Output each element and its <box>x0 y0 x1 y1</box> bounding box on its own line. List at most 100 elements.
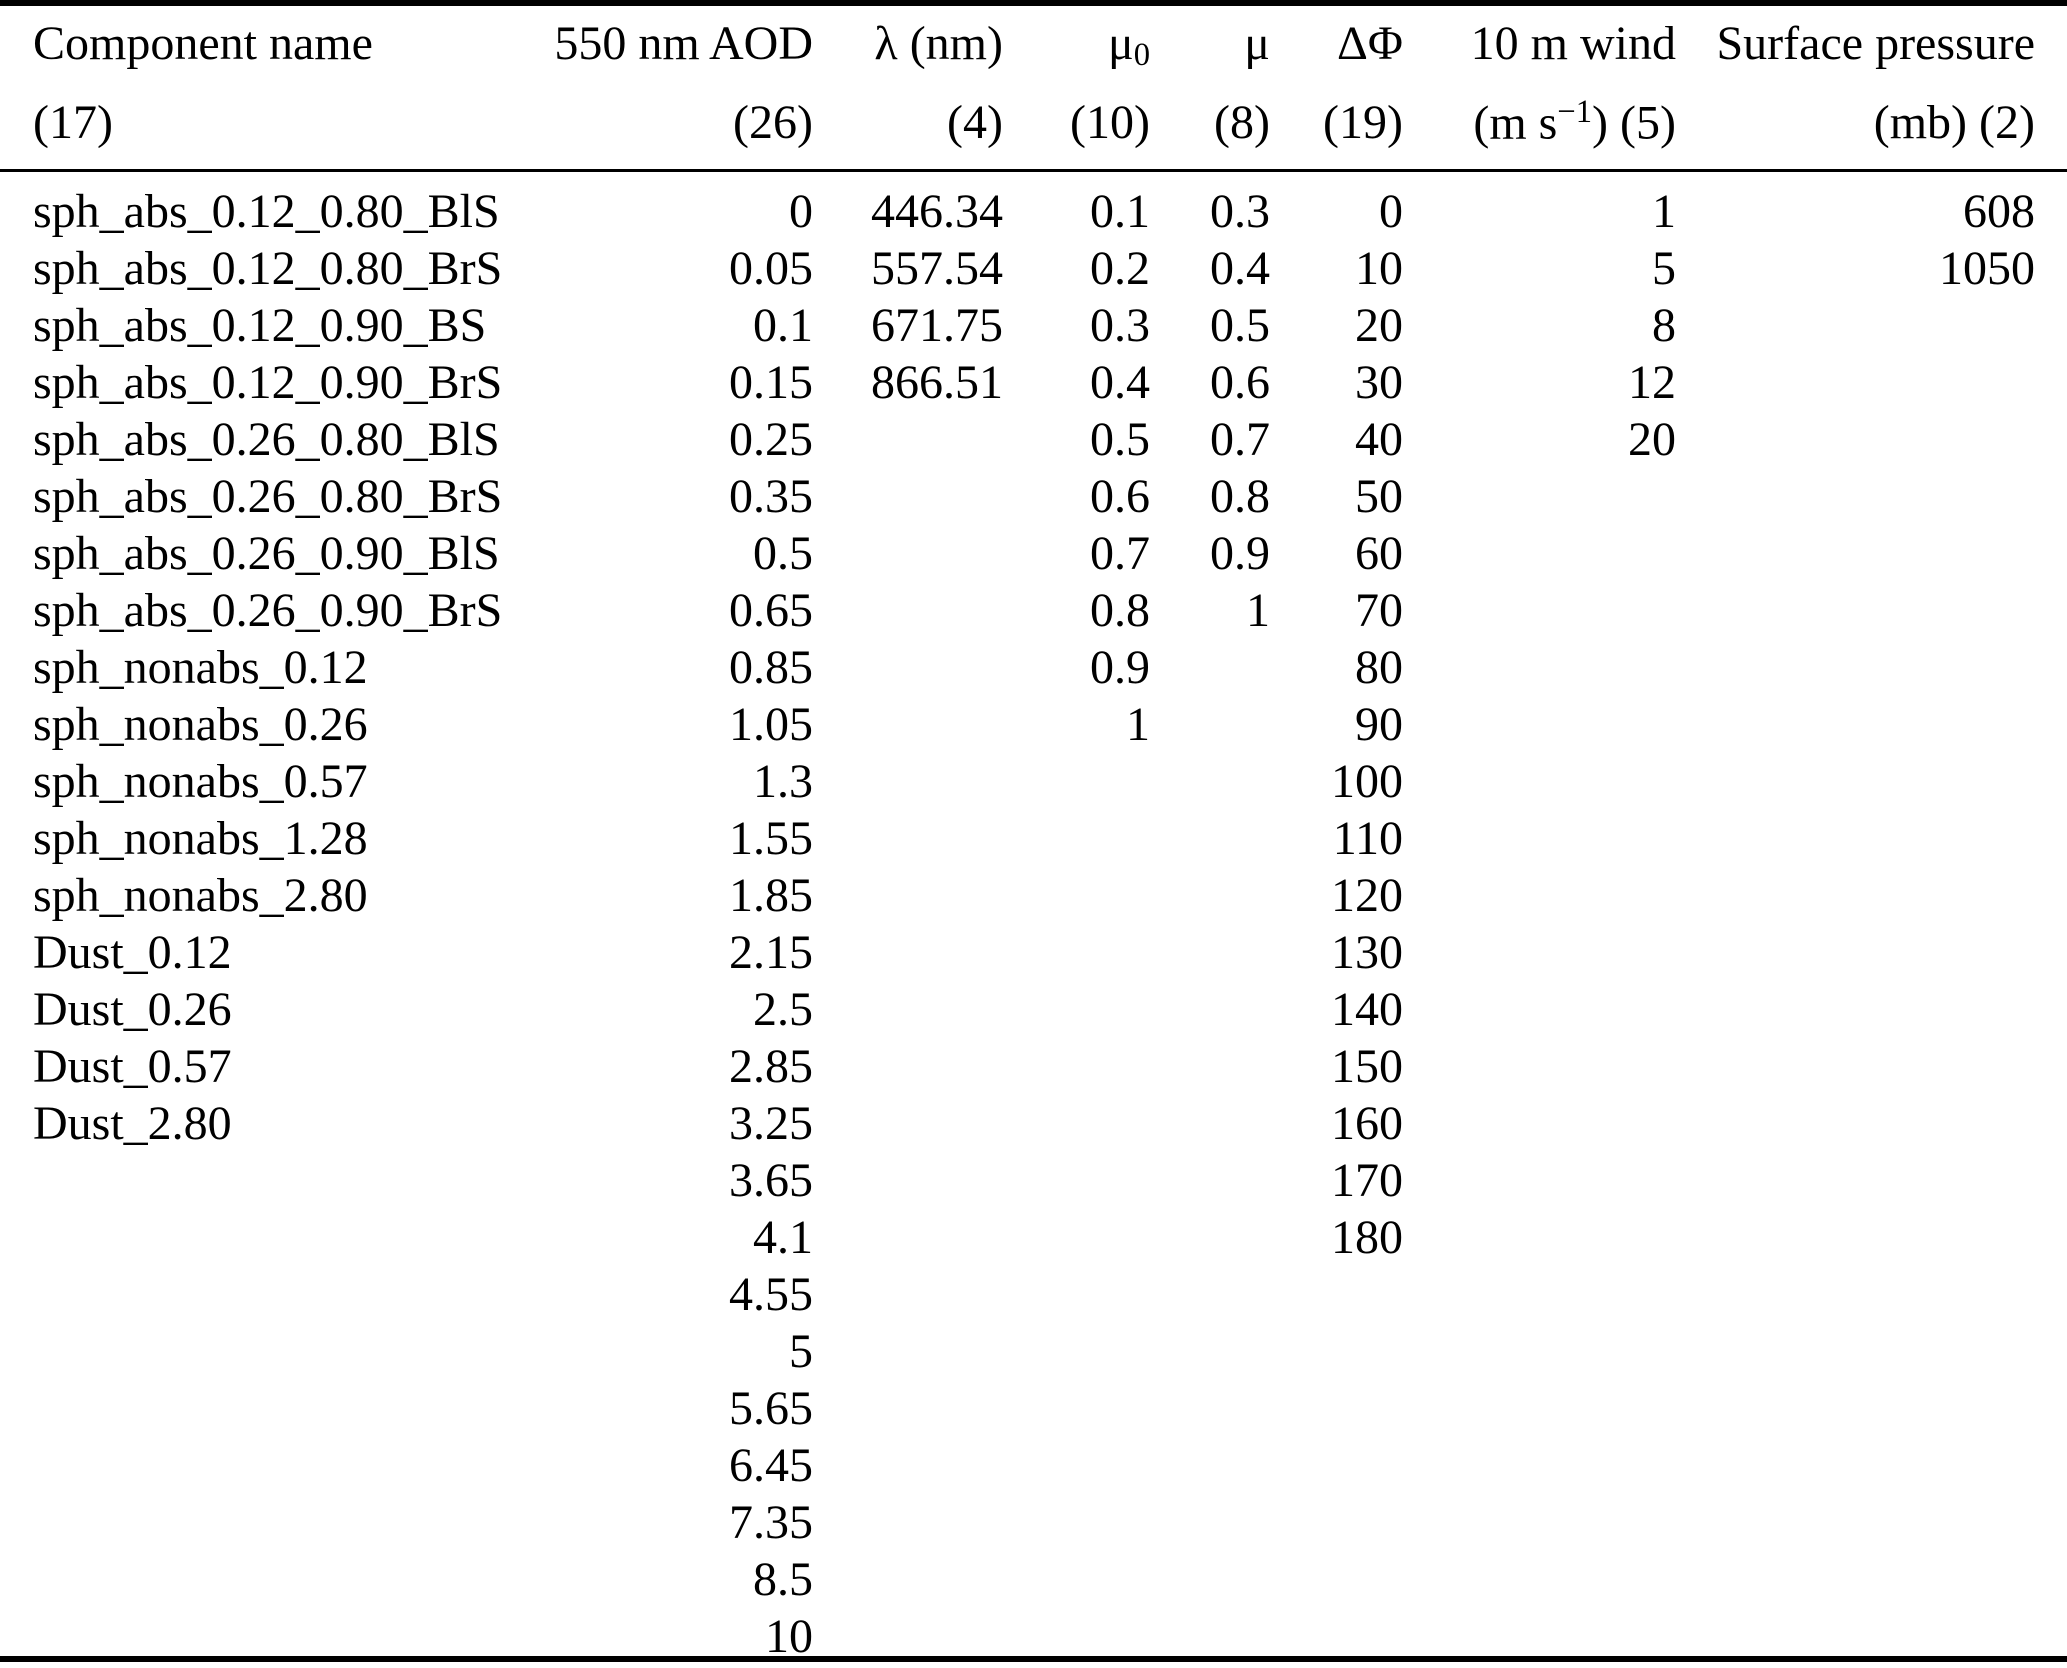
cell-component-name: sph_nonabs_0.12 <box>33 641 368 695</box>
cell-aod-550nm: 0.1 <box>753 299 813 353</box>
cell-mu0: 0.2 <box>1090 242 1150 296</box>
cell-lambda-nm <box>813 525 1003 582</box>
cell-delta-phi: 60 <box>1355 527 1403 581</box>
cell-surface-pressure <box>1676 867 2035 924</box>
cell-mu0 <box>1003 1380 1150 1437</box>
cell-component-name <box>33 1209 526 1266</box>
cell-surface-pressure: 608 <box>1963 185 2035 239</box>
cell-aod-550nm: 0 <box>789 185 813 239</box>
cell-aod-550nm: 1.3 <box>753 755 813 809</box>
cell-delta-phi: 80 <box>1355 641 1403 695</box>
col-header-delta-phi: ΔΦ <box>1270 6 1403 84</box>
cell-delta-phi: 140 <box>1331 983 1403 1037</box>
col-header-aod-550nm: 550 nm AOD <box>526 6 813 84</box>
cell-lambda-nm <box>813 639 1003 696</box>
table-row: Dust_2.80 3.25 160 <box>33 1095 2035 1152</box>
cell-surface-pressure <box>1676 1323 2035 1380</box>
cell-component-name: sph_nonabs_0.57 <box>33 755 368 809</box>
cell-delta-phi: 100 <box>1331 755 1403 809</box>
cell-lambda-nm <box>813 1323 1003 1380</box>
table-row: sph_abs_0.12_0.80_BlS 0 446.34 0.1 0.3 0 1 608 <box>33 172 2035 240</box>
cell-wind-10m <box>1403 696 1676 753</box>
table-row: sph_abs_0.12_0.90_BrS 0.15 866.51 0.4 0.6 30 1… <box>33 354 2035 411</box>
cell-wind-10m: 20 <box>1628 413 1676 467</box>
cell-component-name <box>33 1266 526 1323</box>
cell-aod-550nm: 5.65 <box>729 1382 813 1436</box>
col-count-component-name: (17) <box>33 84 526 169</box>
table-row: sph_abs_0.12_0.90_BS 0.1 671.75 0.3 0.5 20 8 <box>33 297 2035 354</box>
cell-component-name: sph_abs_0.12_0.90_BrS <box>33 356 503 410</box>
cell-lambda-nm <box>813 1209 1003 1266</box>
cell-wind-10m: 12 <box>1628 356 1676 410</box>
cell-mu0: 0.5 <box>1090 413 1150 467</box>
header-row-labels: Component name 550 nm AOD λ (nm) μ0 μ ΔΦ… <box>33 6 2035 84</box>
table-row: 5.65 <box>33 1380 2035 1437</box>
table-row: 7.35 <box>33 1494 2035 1551</box>
table-header-wrap: Component name 550 nm AOD λ (nm) μ0 μ ΔΦ… <box>0 6 2067 169</box>
col-header-component-name-label: Component name <box>33 17 373 70</box>
cell-surface-pressure <box>1676 1095 2035 1152</box>
table-row: 8.5 <box>33 1551 2035 1608</box>
cell-mu0 <box>1003 1437 1150 1494</box>
col-unit-pressure: (mb) (2) <box>1676 84 2035 169</box>
cell-mu <box>1150 867 1270 924</box>
cell-mu0 <box>1003 1266 1150 1323</box>
cell-mu <box>1150 981 1270 1038</box>
cell-aod-550nm: 1.05 <box>729 698 813 752</box>
cell-lambda-nm <box>813 1038 1003 1095</box>
cell-delta-phi: 50 <box>1355 470 1403 524</box>
cell-surface-pressure <box>1676 1494 2035 1551</box>
cell-lambda-nm <box>813 411 1003 468</box>
cell-mu0: 0.3 <box>1090 299 1150 353</box>
col-count-delta-phi: (19) <box>1270 84 1403 169</box>
table-row: sph_nonabs_2.80 1.85 120 <box>33 867 2035 924</box>
cell-mu <box>1150 753 1270 810</box>
col-count-aod-550nm-label: (26) <box>733 96 813 150</box>
cell-aod-550nm: 7.35 <box>729 1496 813 1550</box>
cell-wind-10m <box>1403 1494 1676 1551</box>
cell-mu0 <box>1003 1038 1150 1095</box>
cell-aod-550nm: 4.55 <box>729 1268 813 1322</box>
cell-component-name <box>33 1551 526 1608</box>
cell-lambda-nm <box>813 468 1003 525</box>
cell-component-name: sph_abs_0.12_0.80_BlS <box>33 185 500 239</box>
cell-delta-phi: 70 <box>1355 584 1403 638</box>
cell-surface-pressure <box>1676 1152 2035 1209</box>
cell-component-name: sph_abs_0.26_0.90_BlS <box>33 527 500 581</box>
table-row: 3.65 170 <box>33 1152 2035 1209</box>
cell-mu <box>1150 1095 1270 1152</box>
cell-delta-phi: 150 <box>1331 1040 1403 1094</box>
cell-delta-phi <box>1270 1551 1403 1608</box>
table-row: sph_abs_0.12_0.80_BrS 0.05 557.54 0.2 0.4 10 5… <box>33 240 2035 297</box>
col-unit-wind-pre: (m s <box>1473 96 1558 150</box>
col-unit-wind-superscript: −1 <box>1557 93 1593 130</box>
cell-mu: 0.8 <box>1210 470 1270 524</box>
table-row: Dust_0.57 2.85 150 <box>33 1038 2035 1095</box>
cell-mu0 <box>1003 924 1150 981</box>
cell-delta-phi <box>1270 1437 1403 1494</box>
cell-delta-phi: 130 <box>1331 926 1403 980</box>
cell-component-name <box>33 1494 526 1551</box>
cell-mu <box>1150 1551 1270 1608</box>
cell-delta-phi <box>1270 1266 1403 1323</box>
cell-lambda-nm <box>813 924 1003 981</box>
cell-lambda-nm: 866.51 <box>871 356 1003 410</box>
table-body: sph_abs_0.12_0.80_BlS 0 446.34 0.1 0.3 0 1 608 s… <box>33 172 2035 1665</box>
col-header-mu0-base: μ <box>1107 17 1134 70</box>
cell-delta-phi: 110 <box>1332 812 1403 866</box>
cell-mu0 <box>1003 1494 1150 1551</box>
cell-mu: 0.7 <box>1210 413 1270 467</box>
header-row-counts: (17) (26) (4) (10) (8) (19) (m s−1) (5) … <box>33 84 2035 169</box>
table-row: sph_abs_0.26_0.80_BlS 0.25 0.5 0.7 40 20 <box>33 411 2035 468</box>
cell-aod-550nm: 0.35 <box>729 470 813 524</box>
cell-wind-10m <box>1403 1038 1676 1095</box>
parameter-table-body: sph_abs_0.12_0.80_BlS 0 446.34 0.1 0.3 0 1 608 s… <box>33 172 2035 1665</box>
cell-component-name: sph_abs_0.12_0.80_BrS <box>33 242 503 296</box>
cell-wind-10m <box>1403 525 1676 582</box>
cell-surface-pressure: 1050 <box>1939 242 2035 296</box>
table-row: sph_nonabs_1.28 1.55 110 <box>33 810 2035 867</box>
cell-lambda-nm: 671.75 <box>871 299 1003 353</box>
cell-mu <box>1150 696 1270 753</box>
cell-wind-10m <box>1403 1152 1676 1209</box>
cell-aod-550nm: 0.05 <box>729 242 813 296</box>
